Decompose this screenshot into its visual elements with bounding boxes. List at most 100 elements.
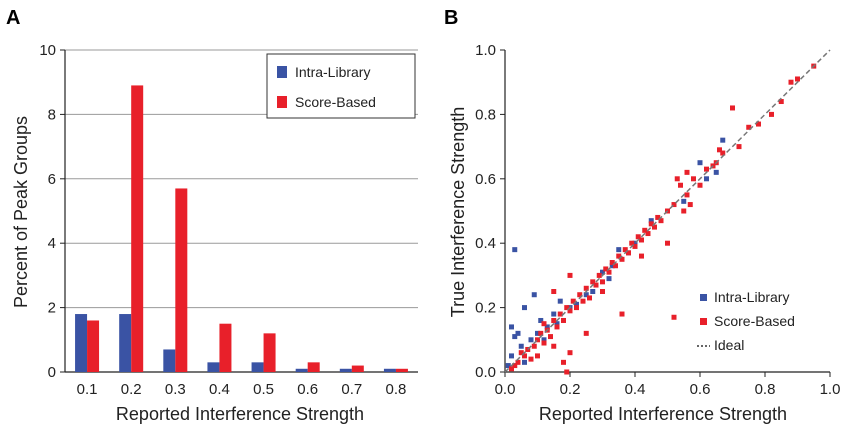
legend-swatch bbox=[700, 294, 707, 301]
scatter-point-score-based bbox=[551, 317, 557, 323]
y-tick-label: 6 bbox=[48, 171, 56, 188]
scatter-point-score-based bbox=[613, 263, 618, 269]
scatter-point-score-based bbox=[684, 169, 690, 175]
legend-label: Score-Based bbox=[714, 313, 795, 329]
legend-swatch bbox=[277, 66, 287, 78]
bar-score-based bbox=[87, 320, 100, 372]
scatter-point-intra-library bbox=[600, 269, 605, 275]
scatter-point-score-based bbox=[635, 234, 641, 240]
bar-intra-library bbox=[75, 314, 88, 372]
scatter-point-score-based bbox=[691, 176, 696, 182]
scatter-point-intra-library bbox=[681, 198, 687, 204]
scatter-point-score-based bbox=[580, 298, 586, 304]
scatter-point-score-based bbox=[567, 308, 573, 314]
scatter-point-score-based bbox=[645, 231, 651, 237]
bar-intra-library bbox=[119, 314, 132, 372]
scatter-point-score-based bbox=[652, 224, 657, 230]
scatter-point-intra-library bbox=[606, 276, 612, 282]
scatter-point-score-based bbox=[564, 369, 570, 375]
bar-score-based bbox=[351, 365, 364, 372]
scatter-point-score-based bbox=[535, 337, 540, 343]
bar-intra-library bbox=[339, 368, 352, 372]
panel-a-letter: A bbox=[6, 7, 20, 29]
scatter-point-intra-library bbox=[648, 218, 654, 224]
bar-score-based bbox=[175, 188, 188, 372]
y-tick-label: 0.2 bbox=[475, 300, 496, 317]
scatter-point-intra-library bbox=[720, 137, 726, 143]
scatter-point-score-based bbox=[583, 330, 589, 336]
scatter-point-intra-library bbox=[544, 324, 550, 330]
scatter-point-intra-library bbox=[697, 160, 703, 166]
scatter-point-score-based bbox=[551, 289, 557, 294]
scatter-point-score-based bbox=[600, 289, 605, 294]
bar-intra-library bbox=[383, 368, 396, 372]
scatter-point-score-based bbox=[561, 359, 566, 365]
bar-score-based bbox=[395, 368, 408, 372]
x-tick-label: 0.8 bbox=[386, 381, 407, 398]
scatter-point-intra-library bbox=[528, 337, 534, 343]
scatter-point-score-based bbox=[746, 124, 752, 130]
legend-label: Intra-Library bbox=[714, 289, 789, 305]
scatter-point-intra-library bbox=[512, 247, 518, 253]
scatter-point-score-based bbox=[603, 266, 609, 272]
x-tick-label: 0.7 bbox=[341, 381, 362, 398]
scatter-point-score-based bbox=[557, 311, 563, 317]
x-tick-label: 0.5 bbox=[253, 381, 274, 398]
scatter-point-score-based bbox=[769, 111, 774, 117]
scatter-point-intra-library bbox=[535, 330, 540, 336]
scatter-point-score-based bbox=[687, 202, 693, 208]
scatter-point-score-based bbox=[704, 166, 709, 172]
bar-chart-panel-a: 0 2 4 6 8 10 0.1 0.2 0.3 0.4 0.5 0.6 0.7 0.8 Intra-Lib… bbox=[39, 42, 418, 398]
scatter-point-intra-library bbox=[583, 292, 589, 298]
scatter-point-score-based bbox=[619, 256, 625, 262]
panel-b-xlabel: Reported Interference Strength bbox=[539, 404, 787, 424]
scatter-point-score-based bbox=[593, 282, 599, 288]
x-tick-label: 0.6 bbox=[690, 381, 711, 398]
scatter-point-intra-library bbox=[538, 317, 544, 323]
scatter-point-score-based bbox=[671, 314, 677, 320]
y-tick-label: 0.4 bbox=[475, 235, 496, 252]
legend-box bbox=[266, 53, 416, 119]
scatter-point-score-based bbox=[561, 317, 566, 323]
scatter-point-score-based bbox=[795, 76, 800, 82]
panel-b-ylabel: True Interference Strength bbox=[448, 107, 468, 317]
bar-intra-library bbox=[163, 349, 176, 372]
scatter-point-intra-library bbox=[574, 301, 579, 307]
scatter-point-score-based bbox=[720, 150, 726, 156]
scatter-point-score-based bbox=[577, 292, 583, 298]
scatter-point-score-based bbox=[535, 353, 540, 359]
scatter-point-intra-library bbox=[713, 169, 719, 175]
scatter-point-score-based bbox=[655, 214, 661, 220]
y-tick-label: 8 bbox=[48, 106, 56, 123]
scatter-point-intra-library bbox=[590, 289, 596, 294]
scatter-point-score-based bbox=[648, 221, 654, 227]
legend-swatch bbox=[700, 318, 707, 325]
bar-intra-library bbox=[251, 362, 264, 372]
scatter-point-score-based bbox=[512, 363, 518, 369]
y-tick-label: 10 bbox=[39, 42, 56, 59]
scatter-point-score-based bbox=[600, 279, 605, 285]
scatter-point-intra-library bbox=[509, 324, 514, 330]
scatter-point-score-based bbox=[681, 208, 687, 214]
y-tick-label: 4 bbox=[48, 235, 56, 252]
scatter-point-score-based bbox=[596, 272, 602, 278]
scatter-point-intra-library bbox=[522, 305, 527, 311]
y-tick-label: 0.6 bbox=[475, 171, 496, 188]
scatter-point-score-based bbox=[541, 340, 547, 346]
scatter-point-score-based bbox=[541, 321, 547, 327]
y-tick-label: 2 bbox=[48, 300, 56, 317]
ideal-line bbox=[504, 49, 831, 373]
legend-label: Ideal bbox=[714, 337, 744, 353]
bar-score-based bbox=[263, 333, 276, 372]
scatter-point-score-based bbox=[564, 305, 570, 311]
scatter-point-intra-library bbox=[522, 359, 527, 365]
scatter-point-intra-library bbox=[541, 337, 547, 343]
scatter-point-score-based bbox=[609, 260, 615, 266]
scatter-point-score-based bbox=[665, 240, 670, 246]
bar-score-based bbox=[131, 85, 144, 373]
scatter-point-score-based bbox=[567, 350, 573, 356]
scatter-point-intra-library bbox=[518, 343, 524, 349]
scatter-point-score-based bbox=[778, 99, 784, 105]
scatter-point-intra-library bbox=[515, 330, 521, 336]
